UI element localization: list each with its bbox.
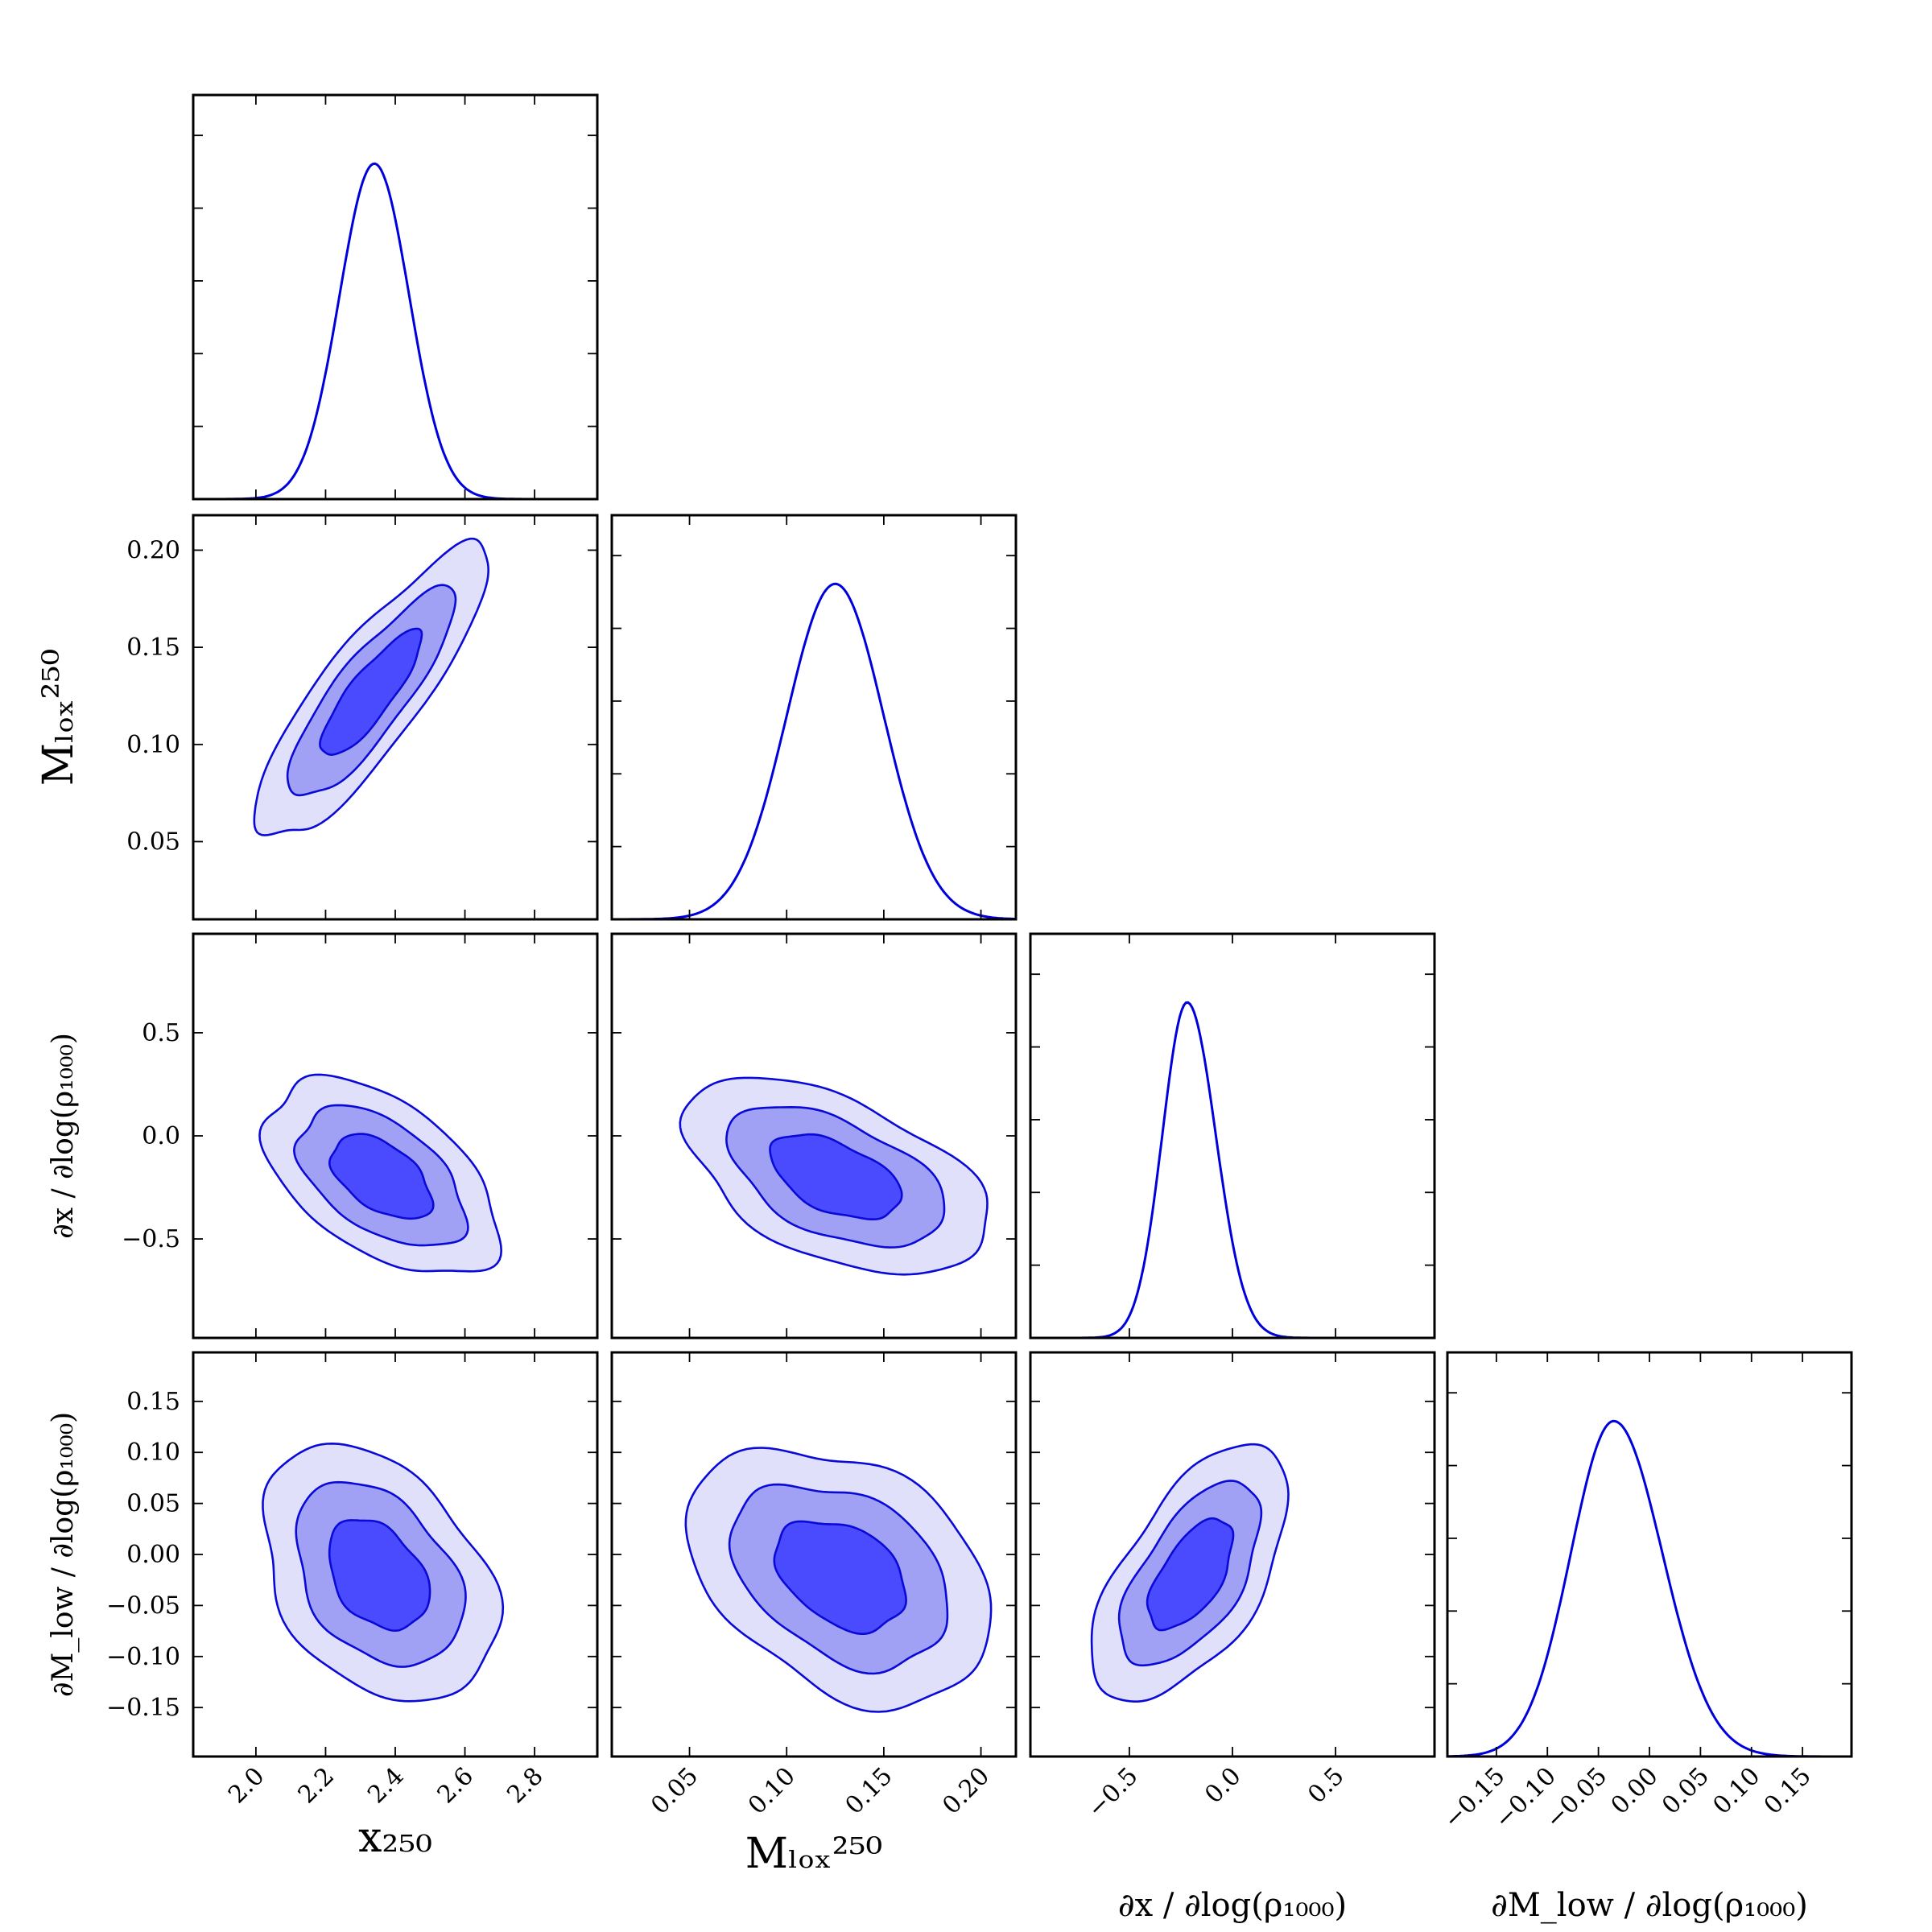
xtick-label: 0.15 — [840, 1762, 898, 1820]
xtick-label: 0.05 — [646, 1762, 704, 1820]
xtick-label: −0.5 — [1082, 1762, 1143, 1823]
ytick-label: 0.10 — [126, 731, 180, 759]
xtick-label: 0.10 — [1707, 1762, 1765, 1820]
contour-99pct — [328, 1133, 435, 1220]
ytick-label: 0.05 — [126, 828, 180, 856]
ytick-label: 0.05 — [126, 1490, 180, 1518]
panel-Mlow250-dx_dlogrho — [610, 932, 1018, 1340]
ytick-label: −0.5 — [122, 1225, 180, 1253]
pdf-line-Mlow250 — [612, 582, 1017, 921]
ytick-label: −0.05 — [106, 1591, 180, 1620]
panel-x250-dx_dlogrho: −0.5 0.0 0.5 — [122, 932, 599, 1340]
panel-dx_dlogrho-dx_dlogrho — [1029, 932, 1436, 1340]
contour-99pct — [1146, 1517, 1235, 1632]
panel-frame — [192, 93, 599, 501]
panel-frame — [192, 1351, 599, 1758]
panel-frame — [610, 932, 1018, 1340]
xlabel-Mlow250: Mₗₒₓ²⁵⁰ — [745, 1830, 882, 1878]
axis-labels-group: x₂₅₀ Mₗₒₓ²⁵⁰ ∂x / ∂log(ρ₁₀₀₀) ∂M_low / ∂log… — [35, 649, 1808, 1924]
panel-Mlow250-dM_dlogrho: 0.05 0.10 0.15 0.20 — [610, 1351, 1018, 1820]
ylabel-Mlow250: Mₗₒₓ²⁵⁰ — [35, 649, 83, 786]
pdf-line-dM_dlogrho — [1447, 1419, 1852, 1758]
panel-x250-Mlow250: 0.05 0.10 0.15 0.20 — [126, 514, 599, 921]
xtick-label: 0.0 — [1199, 1762, 1246, 1809]
contour-99pct — [319, 627, 423, 756]
panel-x250-dM_dlogrho: −0.15 −0.10 −0.05 0.00 0.05 0.10 0.15 2.0 2.2 2.4… — [106, 1351, 599, 1809]
xlabel-dx_dlogrho: ∂x / ∂log(ρ₁₀₀₀) — [1118, 1887, 1347, 1924]
xtick-label: 0.5 — [1302, 1762, 1349, 1809]
panel-frame — [1029, 932, 1436, 1340]
xtick-label: 0.10 — [743, 1762, 801, 1820]
xtick-label: 2.0 — [223, 1762, 270, 1809]
xtick-label: 2.6 — [432, 1762, 479, 1809]
ytick-label: 0.5 — [142, 1019, 180, 1047]
ytick-label: 0.10 — [126, 1439, 180, 1467]
panel-frame — [1446, 1351, 1853, 1758]
panels-group: 0.050.100.150.20−0.50.00.5−0.15−0.10−0.0… — [106, 93, 1853, 1835]
ytick-label: 0.15 — [126, 1388, 180, 1416]
xlabel-dM_dlogrho: ∂M_low / ∂log(ρ₁₀₀₀) — [1491, 1887, 1808, 1924]
ytick-label: −0.10 — [106, 1643, 180, 1671]
ytick-label: 0.00 — [126, 1541, 180, 1569]
contour-99pct — [328, 1519, 431, 1633]
pdf-line-dx_dlogrho — [1030, 1001, 1435, 1340]
xtick-label: 0.05 — [1657, 1762, 1715, 1820]
panel-Mlow250-Mlow250 — [610, 514, 1018, 921]
panel-x250-x250 — [192, 93, 599, 501]
xtick-label: 0.00 — [1606, 1762, 1664, 1820]
panel-frame — [192, 514, 599, 921]
panel-frame — [610, 1351, 1018, 1758]
contour-99pct — [773, 1520, 907, 1635]
ylabel-dM_dlogrho: ∂M_low / ∂log(ρ₁₀₀₀) — [47, 1412, 80, 1697]
panel-frame — [192, 932, 599, 1340]
ytick-label: −0.15 — [106, 1694, 180, 1722]
xtick-label: 2.2 — [293, 1762, 340, 1809]
xtick-label: 2.4 — [362, 1762, 409, 1809]
xlabel-x250: x₂₅₀ — [358, 1814, 432, 1862]
ytick-label: 0.20 — [126, 536, 180, 564]
ylabel-dx_dlogrho: ∂x / ∂log(ρ₁₀₀₀) — [47, 1033, 80, 1239]
panel-frame — [1029, 1351, 1436, 1758]
ytick-label: 0.0 — [142, 1122, 180, 1150]
xtick-label: 2.8 — [502, 1762, 548, 1809]
xtick-label: 0.15 — [1759, 1762, 1817, 1820]
xtick-label: 0.20 — [937, 1762, 995, 1820]
panel-frame — [610, 514, 1018, 921]
pdf-line-x250 — [193, 162, 597, 501]
panel-dx_dlogrho-dM_dlogrho: −0.5 0.0 0.5 — [1029, 1351, 1436, 1823]
panel-dM_dlogrho-dM_dlogrho: −0.15−0.10−0.050.000.050.100.15 — [1439, 1351, 1853, 1835]
ytick-label: 0.15 — [126, 634, 180, 662]
contour-99pct — [769, 1133, 903, 1220]
